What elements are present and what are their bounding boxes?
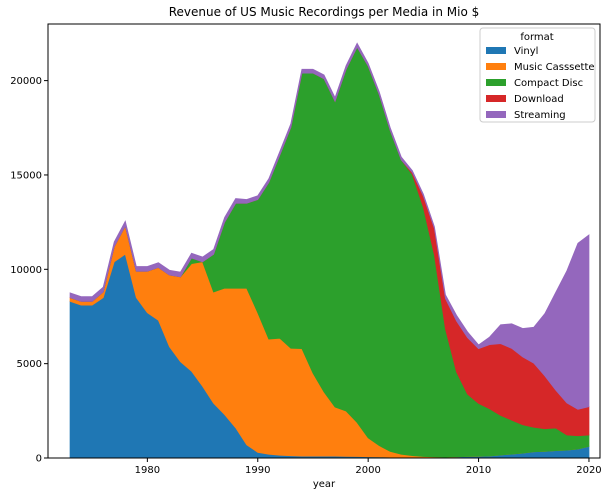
legend-label-compact-disc: Compact Disc — [514, 78, 583, 89]
x-axis-title: year — [313, 479, 336, 490]
x-tick-label: 2020 — [576, 465, 601, 476]
legend-label-download: Download — [514, 94, 564, 105]
legend-swatch-music-casssette — [486, 63, 506, 70]
plot-frame — [47, 23, 601, 459]
legend-label-streaming: Streaming — [514, 110, 566, 121]
legend: format Vinyl Music Casssette Compact Disc D… — [479, 27, 596, 123]
chart-title: Revenue of US Music Recordings per Media… — [169, 5, 480, 19]
legend-title: format — [520, 32, 553, 43]
area-streaming — [69, 42, 590, 410]
legend-swatch-streaming — [486, 111, 506, 118]
y-tick-label: 20000 — [10, 76, 42, 87]
y-tick-label: 10000 — [10, 265, 42, 276]
area-layers — [69, 42, 590, 459]
x-axis-ticks: 1980 1990 2000 2010 2020 — [135, 458, 602, 476]
legend-swatch-vinyl — [486, 47, 506, 54]
legend-items: Vinyl Music Casssette Compact Disc Download… — [486, 46, 595, 121]
y-tick-label: 5000 — [17, 359, 42, 370]
x-tick-label: 1990 — [245, 465, 270, 476]
legend-swatch-download — [486, 95, 506, 102]
legend-swatch-compact-disc — [486, 79, 506, 86]
legend-label-vinyl: Vinyl — [514, 46, 538, 57]
x-tick-label: 2010 — [466, 465, 491, 476]
y-tick-label: 15000 — [10, 170, 42, 181]
y-axis-ticks: 0 5000 10000 15000 20000 — [10, 76, 48, 465]
legend-box — [479, 27, 596, 123]
y-tick-label: 0 — [36, 454, 42, 465]
x-tick-label: 2000 — [355, 465, 380, 476]
x-tick-label: 1980 — [135, 465, 160, 476]
legend-label-music-casssette: Music Casssette — [514, 62, 595, 73]
